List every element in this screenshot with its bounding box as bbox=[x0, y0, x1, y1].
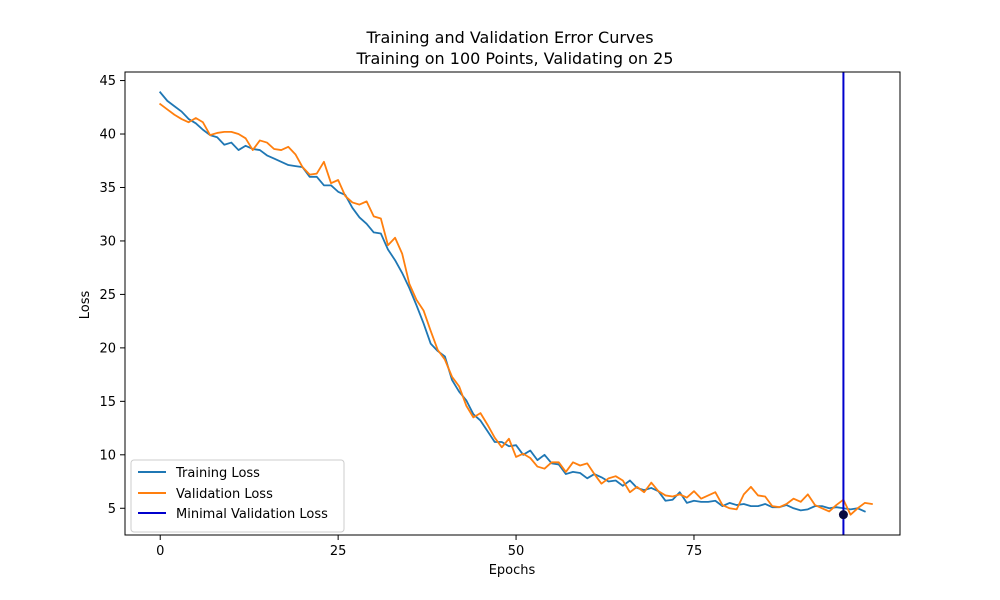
legend-label-validation: Validation Loss bbox=[176, 487, 273, 502]
chart-subtitle: Training on 100 Points, Validating on 25 bbox=[356, 49, 674, 68]
plot-area bbox=[158, 72, 873, 535]
y-tick-label: 5 bbox=[108, 502, 116, 517]
y-axis-label: Loss bbox=[78, 291, 93, 320]
legend-box bbox=[130, 459, 345, 533]
y-tick-label: 45 bbox=[99, 74, 116, 89]
series-line-validation-loss bbox=[158, 102, 873, 516]
y-tick-label: 10 bbox=[99, 448, 116, 463]
x-tick-label: 0 bbox=[156, 544, 164, 559]
y-tick-label: 15 bbox=[99, 395, 116, 410]
x-tick-label: 25 bbox=[330, 544, 347, 559]
y-tick-label: 20 bbox=[99, 341, 116, 356]
plot-frame bbox=[124, 71, 901, 536]
min-validation-point bbox=[838, 510, 848, 520]
legend: Training Loss Validation Loss Minimal Va… bbox=[130, 459, 345, 533]
y-tick-label: 40 bbox=[99, 128, 116, 143]
axes: 0 25 50 75 5 10 15 20 25 30 35 40 45 bbox=[99, 71, 901, 559]
legend-label-min-val: Minimal Validation Loss bbox=[176, 507, 328, 522]
x-tick-label: 50 bbox=[508, 544, 525, 559]
y-tick-label: 35 bbox=[99, 181, 116, 196]
x-tick-label: 75 bbox=[686, 544, 703, 559]
chart-title: Training and Validation Error Curves bbox=[365, 28, 653, 47]
y-tick-label: 30 bbox=[99, 234, 116, 249]
y-tick-label: 25 bbox=[99, 288, 116, 303]
x-axis-label: Epochs bbox=[489, 563, 536, 578]
legend-label-training: Training Loss bbox=[175, 466, 260, 481]
